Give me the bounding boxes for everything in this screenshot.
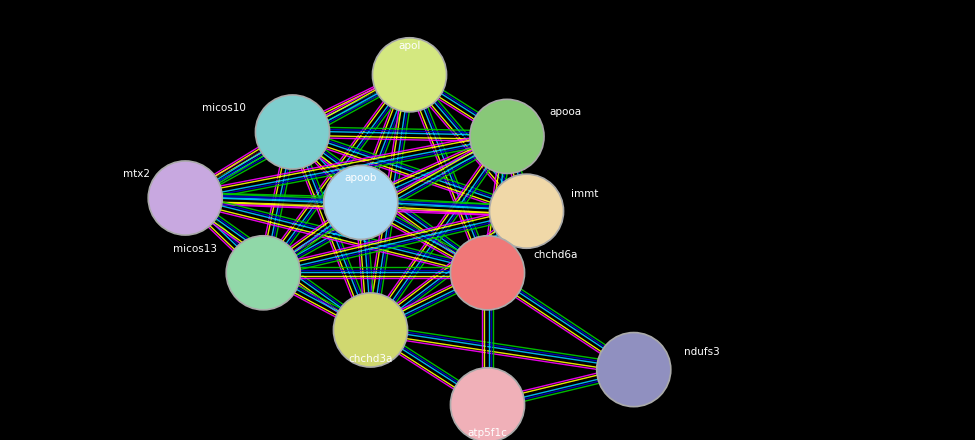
Ellipse shape bbox=[489, 174, 564, 248]
Text: apol: apol bbox=[399, 41, 420, 51]
Text: chchd6a: chchd6a bbox=[533, 250, 578, 260]
Ellipse shape bbox=[148, 161, 222, 235]
Ellipse shape bbox=[450, 236, 525, 310]
Ellipse shape bbox=[597, 333, 671, 407]
Ellipse shape bbox=[226, 236, 300, 310]
Text: mtx2: mtx2 bbox=[123, 169, 150, 179]
Text: immt: immt bbox=[571, 189, 599, 198]
Ellipse shape bbox=[470, 99, 544, 173]
Text: atp5f1c: atp5f1c bbox=[468, 429, 507, 438]
Text: apoob: apoob bbox=[344, 173, 377, 183]
Ellipse shape bbox=[450, 368, 525, 440]
Text: micos10: micos10 bbox=[202, 103, 246, 113]
Ellipse shape bbox=[324, 165, 398, 239]
Ellipse shape bbox=[372, 38, 447, 112]
Text: ndufs3: ndufs3 bbox=[684, 347, 720, 357]
Text: apooa: apooa bbox=[550, 107, 581, 117]
Text: micos13: micos13 bbox=[173, 244, 217, 253]
Ellipse shape bbox=[333, 293, 408, 367]
Ellipse shape bbox=[255, 95, 330, 169]
Text: chchd3a: chchd3a bbox=[348, 354, 393, 363]
